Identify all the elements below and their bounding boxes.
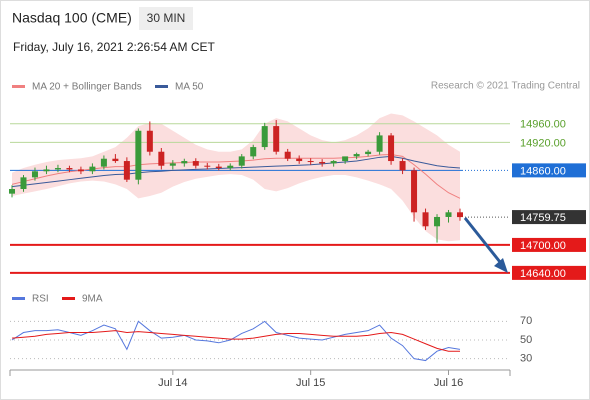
candle-body: [376, 135, 383, 152]
arrow-head: [494, 258, 508, 273]
legend-label: 9MA: [82, 294, 103, 305]
candle-body: [307, 161, 314, 163]
candle-body: [284, 151, 291, 159]
candle-body: [365, 151, 372, 155]
candle-body: [457, 212, 463, 218]
legend-label: MA 20 + Bollinger Bands: [32, 82, 142, 93]
level-box: [512, 163, 586, 178]
timeframe: 30 MIN: [147, 11, 186, 25]
level-box: [512, 210, 586, 225]
candle-body: [66, 168, 73, 170]
candle-body: [9, 189, 15, 194]
level-label: 14759.75: [520, 212, 566, 224]
candle-body: [43, 169, 50, 172]
candle-body: [192, 161, 199, 166]
candle-body: [238, 156, 245, 166]
legend-swatch: [12, 297, 25, 300]
level-label: 14860.00: [520, 165, 566, 177]
subtitle: Friday, July 16, 2021 2:26:54 AM CET: [13, 40, 216, 54]
candle-body: [399, 161, 406, 171]
candle-body: [215, 166, 222, 169]
candle-body: [250, 147, 257, 157]
x-tick-label: Jul 15: [296, 377, 325, 389]
level-box: [512, 265, 586, 280]
candle-body: [353, 154, 360, 157]
bollinger-band: [12, 113, 460, 242]
candle-body: [261, 126, 268, 148]
candle-body: [422, 212, 429, 227]
source: Research © 2021 Trading Central: [431, 81, 580, 92]
candle-body: [31, 171, 38, 178]
candle-body: [169, 163, 176, 166]
legend-swatch: [12, 85, 25, 88]
ma-line: [11, 154, 461, 199]
candle-body: [135, 130, 142, 180]
candle-body: [273, 126, 280, 152]
candle-body: [204, 165, 211, 167]
candle-body: [20, 177, 27, 190]
x-tick-label: Jul 14: [158, 377, 187, 389]
candle-body: [227, 165, 234, 169]
x-tick-label: Jul 16: [434, 377, 463, 389]
candle-body: [445, 212, 452, 217]
legend-swatch: [155, 85, 168, 88]
legend-label: MA 50: [175, 82, 204, 93]
level-label: 14920.00: [520, 137, 566, 149]
candle-body: [342, 156, 349, 162]
candle-body: [100, 158, 107, 167]
legend-swatch: [62, 297, 75, 300]
y-tick-label: 30: [520, 353, 532, 365]
candle-body: [146, 130, 153, 152]
level-label: 14700.00: [520, 240, 566, 252]
timeframe-box: [139, 7, 193, 30]
candle-body: [388, 135, 395, 162]
candle-body: [77, 169, 84, 172]
rsi-line: [11, 330, 460, 352]
level-label: 14960.00: [520, 119, 566, 131]
candle-body: [411, 170, 418, 213]
candle-body: [54, 168, 61, 170]
legend-label: RSI: [32, 294, 49, 305]
candle-body: [89, 166, 96, 172]
candle-body: [319, 161, 326, 164]
y-tick-label: 70: [520, 315, 532, 327]
candle-body: [330, 161, 337, 164]
candle-body: [434, 216, 441, 227]
level-label: 14640.00: [520, 268, 566, 280]
candle-body: [296, 158, 303, 162]
candle-body: [112, 158, 119, 162]
candle-body: [181, 161, 188, 164]
level-box: [512, 237, 586, 252]
y-tick-label: 50: [520, 334, 532, 346]
candle-body: [158, 151, 165, 166]
forecast-arrow: [463, 217, 502, 263]
ma-line: [11, 155, 461, 188]
chart-title: Nasdaq 100 (CME): [12, 10, 132, 26]
candle-body: [123, 161, 130, 180]
